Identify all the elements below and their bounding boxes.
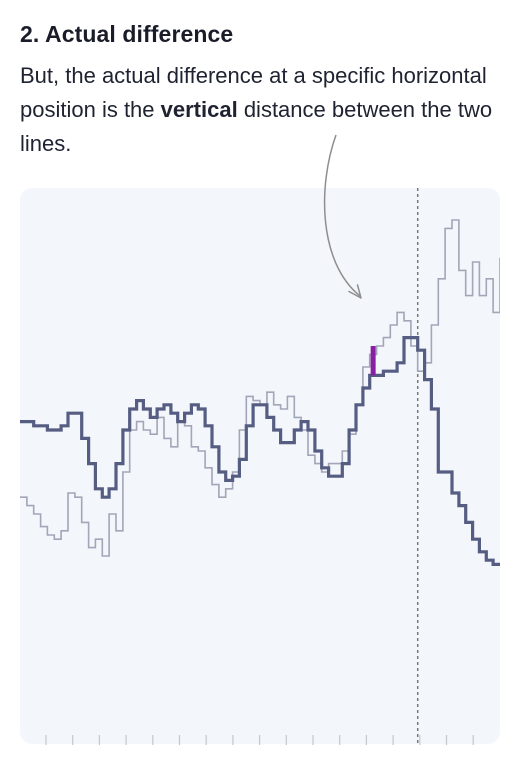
chart-panel: [20, 188, 500, 744]
section-heading: 2. Actual difference: [20, 21, 234, 47]
emphasis-word-vertical: vertical: [160, 97, 238, 122]
explanation-paragraph: But, the actual difference at a specific…: [20, 59, 510, 161]
explanation-text-before: But, the actual difference at a specific…: [20, 63, 487, 122]
explanation-text-after: distance between the two lines.: [20, 97, 493, 156]
